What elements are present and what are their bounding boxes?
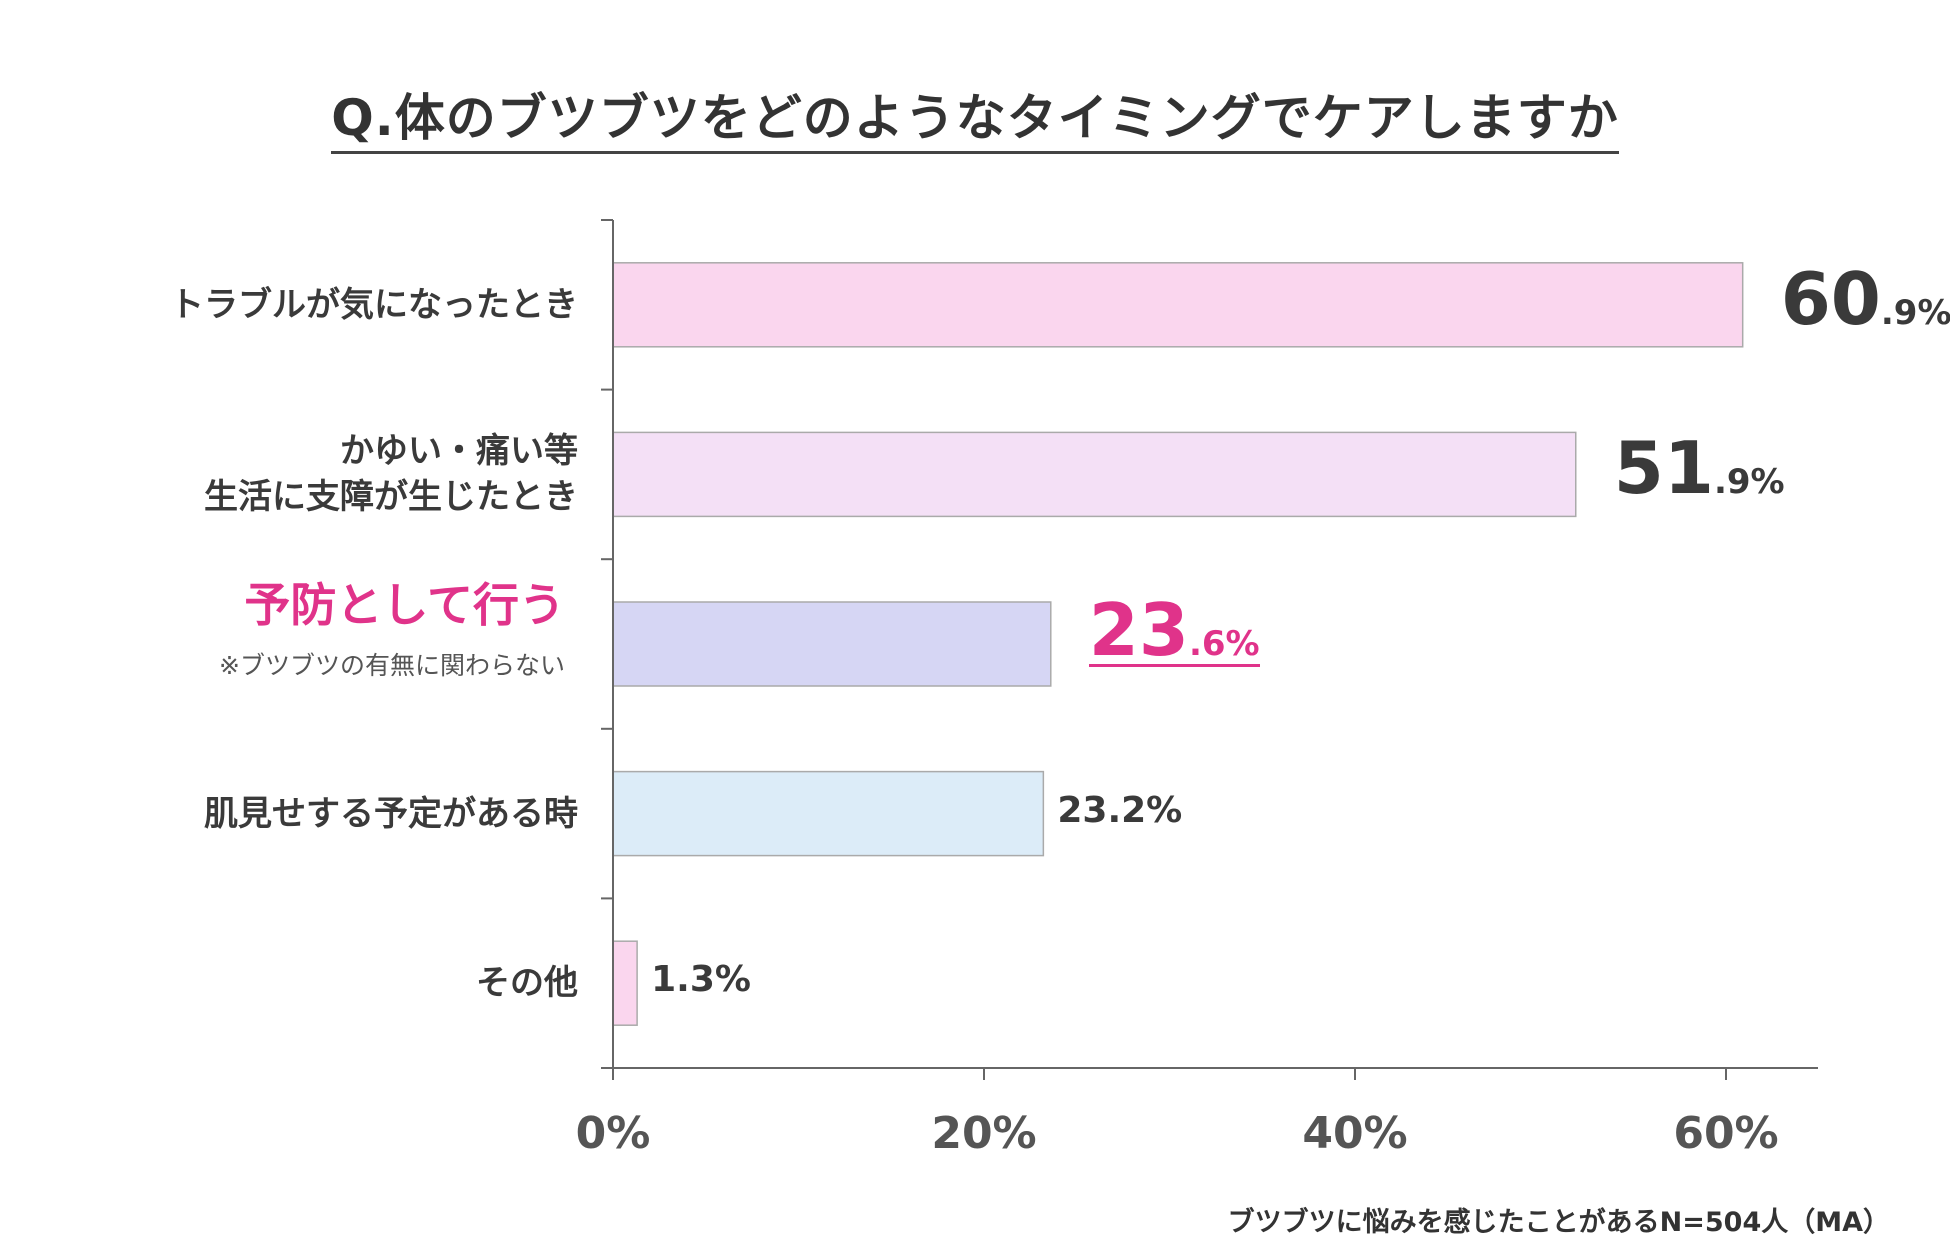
value-label-integer: 60 — [1780, 256, 1881, 341]
category-label: 予防として行う — [244, 582, 565, 628]
bar — [612, 940, 638, 1026]
bar — [612, 431, 1577, 518]
value-label-decimal: .6% — [1188, 624, 1260, 664]
x-tick-label: 20% — [931, 1108, 1037, 1159]
value-label: 23.6% — [1088, 594, 1260, 668]
bar — [612, 601, 1052, 687]
sample-footnote: ブツブツに悩みを感じたことがあるN=504人（MA） — [1227, 1207, 1890, 1238]
value-label: 60.9% — [1781, 257, 1950, 341]
category-label-line: トラブルが気になったとき — [170, 284, 578, 325]
x-tick-label: 0% — [575, 1108, 651, 1159]
value-label-decimal: .9% — [1880, 292, 1950, 333]
value-label: 23.2% — [1057, 789, 1183, 831]
value-label: 1.3% — [651, 959, 751, 1001]
category-note: ※ブツブツの有無に関わらない — [219, 651, 565, 680]
category-label: その他 — [476, 960, 578, 1006]
value-label-integer: 51 — [1613, 426, 1714, 511]
value-label-decimal: .9% — [1713, 462, 1785, 503]
chart-title-text: Q.体のブツブツをどのようなタイミングでケアしますか — [331, 89, 1619, 154]
category-label: トラブルが気になったとき — [170, 282, 578, 328]
category-label-line: 予防として行う — [244, 578, 565, 632]
bar — [612, 262, 1744, 348]
category-label-line: かゆい・痛い等 — [340, 431, 578, 472]
category-label-line: 肌見せする予定がある時 — [204, 793, 578, 834]
x-tick-label: 60% — [1673, 1108, 1779, 1159]
chart-title: Q.体のブツブツをどのようなタイミングでケアしますか — [0, 78, 1950, 154]
category-label: 肌見せする予定がある時 — [204, 791, 578, 837]
value-label-integer: 23 — [1088, 588, 1189, 672]
category-label-line: 生活に支障が生じたとき — [204, 477, 578, 518]
category-label: かゆい・痛い等生活に支障が生じたとき — [204, 428, 578, 520]
bar — [612, 770, 1045, 857]
x-tick-label: 40% — [1302, 1108, 1408, 1159]
value-label: 51.9% — [1614, 426, 1785, 510]
category-label-line: その他 — [476, 963, 578, 1004]
